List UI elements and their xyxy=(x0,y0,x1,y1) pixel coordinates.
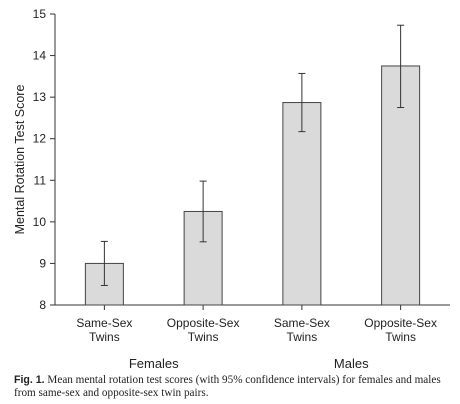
y-axis-title: Mental Rotation Test Score xyxy=(13,85,27,235)
figure-caption: Fig. 1. Mean mental rotation test scores… xyxy=(14,374,454,400)
figure-caption-text: Mean mental rotation test scores (with 9… xyxy=(14,374,441,399)
y-tick-label: 12 xyxy=(33,132,47,146)
chart-labels: 8 9 10 11 12 13 14 15 Mental Rotation Test Score… xyxy=(13,7,437,371)
figure-caption-label: Fig. 1. xyxy=(14,374,45,386)
x-tick-label: Twins xyxy=(89,330,120,344)
y-tick-label: 13 xyxy=(33,90,47,104)
bar xyxy=(282,102,322,306)
x-tick-label: Twins xyxy=(287,330,318,344)
x-tick-label: Same-Sex xyxy=(76,316,132,330)
chart-bars xyxy=(84,24,421,306)
y-tick-label: 15 xyxy=(33,7,47,21)
x-tick-label: Same-Sex xyxy=(274,316,330,330)
x-tick-label: Twins xyxy=(385,330,416,344)
bar-chart: 8 9 10 11 12 13 14 15 Mental Rotation Test Score… xyxy=(13,7,450,371)
group-label: Females xyxy=(129,356,179,371)
y-tick-label: 10 xyxy=(33,215,47,229)
x-tick-label: Opposite-Sex xyxy=(364,316,437,330)
y-tick-label: 8 xyxy=(39,298,46,312)
y-tick-label: 11 xyxy=(34,173,47,187)
group-label: Males xyxy=(334,356,369,371)
x-tick-label: Opposite-Sex xyxy=(167,316,240,330)
y-tick-label: 9 xyxy=(39,256,46,270)
y-tick-label: 14 xyxy=(33,49,47,63)
x-tick-label: Twins xyxy=(188,330,219,344)
